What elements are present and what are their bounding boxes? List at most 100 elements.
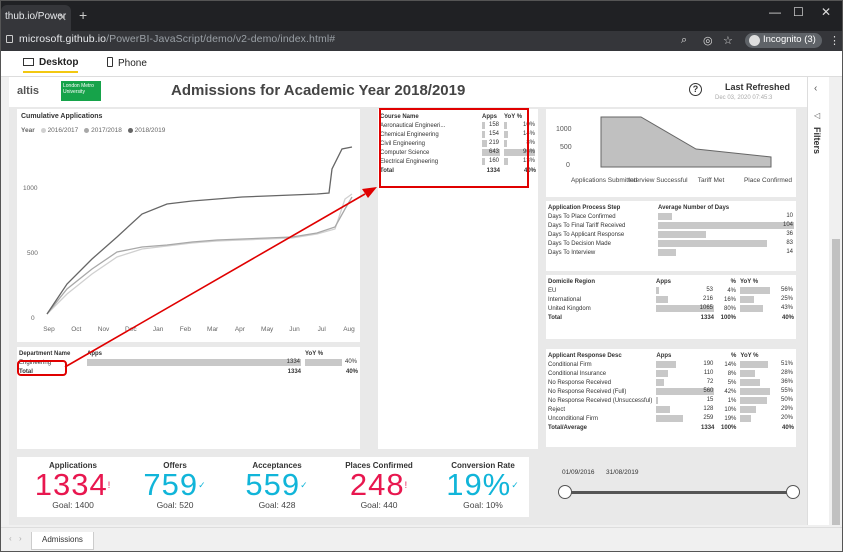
kpi-status-icon: ! bbox=[404, 480, 409, 490]
zoom-icon[interactable]: ⌕ bbox=[681, 34, 688, 46]
kpi-card[interactable]: Places Confirmed 248! Goal: 440 bbox=[331, 461, 427, 510]
col-header[interactable]: Apps bbox=[87, 351, 102, 357]
table-row[interactable]: United Kingdom 1065 80% 43% bbox=[548, 305, 793, 312]
col-header[interactable]: Apps bbox=[656, 279, 671, 285]
domicile-region-table[interactable]: Domicile Region Apps% YoY % EU 53 4% 56% Inter… bbox=[546, 275, 796, 339]
table-row[interactable]: No Response Received (Full) 560 42% 55% bbox=[548, 388, 793, 395]
maximize-icon[interactable]: ☐ bbox=[793, 5, 804, 19]
funnel-label: Place Confirmed bbox=[744, 177, 792, 184]
kpi-status-icon: ! bbox=[107, 480, 112, 490]
table-row[interactable]: Reject 128 10% 29% bbox=[548, 406, 793, 413]
filter-pane[interactable]: ‹ ◁ Filters bbox=[807, 77, 829, 525]
table-row[interactable]: International 216 16% 25% bbox=[548, 296, 793, 303]
slider-end-label: 31/08/2019 bbox=[606, 469, 639, 476]
next-sheet-icon[interactable]: › bbox=[19, 534, 22, 543]
report-header: altis London Metro University Admissions… bbox=[9, 77, 807, 107]
kpi-label: Conversion Rate bbox=[451, 461, 515, 470]
desktop-mode-tab[interactable]: Desktop bbox=[23, 57, 79, 73]
department-table[interactable]: Department Name Apps YoY % Engineering 1334… bbox=[17, 347, 360, 449]
col-header[interactable]: YoY % bbox=[305, 351, 324, 357]
kpi-value: 1334! bbox=[34, 467, 112, 502]
scrollbar-thumb[interactable] bbox=[832, 239, 840, 525]
series-2018-2019-line bbox=[46, 146, 353, 315]
table-row[interactable]: Conditional Firm 190 14% 51% bbox=[548, 361, 793, 368]
col-header[interactable]: YoY % bbox=[740, 279, 759, 285]
funnel-label: Interview Successful bbox=[628, 177, 688, 184]
col-header[interactable]: Apps bbox=[482, 114, 497, 120]
table-row[interactable]: Civil Engineering 219 8% bbox=[380, 140, 535, 147]
col-header[interactable]: Average Number of Days bbox=[658, 205, 730, 211]
table-row[interactable]: No Response Received 72 5% 36% bbox=[548, 379, 793, 386]
col-header[interactable]: Applicant Response Desc bbox=[548, 353, 622, 359]
address-bar[interactable]: microsoft.github.io/PowerBI-JavaScript/d… bbox=[1, 31, 842, 51]
filter-icon[interactable]: ◁ bbox=[814, 111, 821, 120]
col-header[interactable]: YoY % bbox=[504, 114, 523, 120]
x-tick: Dec bbox=[125, 326, 137, 333]
col-header[interactable]: Department Name bbox=[19, 351, 71, 357]
new-tab-icon[interactable]: + bbox=[79, 7, 88, 23]
incognito-badge[interactable]: Incognito (3) bbox=[745, 33, 822, 48]
help-icon[interactable]: ? bbox=[689, 83, 702, 96]
x-tick: Nov bbox=[98, 326, 110, 333]
menu-icon[interactable]: ⋮ bbox=[829, 35, 840, 47]
slider-track[interactable] bbox=[566, 491, 792, 494]
table-row[interactable]: Days To Decision Made 83 bbox=[548, 240, 793, 247]
funnel-area bbox=[600, 116, 772, 168]
kpi-card[interactable]: Applications 1334! Goal: 1400 bbox=[25, 461, 121, 510]
prev-sheet-icon[interactable]: ‹ bbox=[9, 534, 12, 543]
close-tab-icon[interactable]: ✕ bbox=[57, 12, 67, 24]
slider-end-handle[interactable] bbox=[786, 485, 800, 499]
table-row[interactable]: Days To Interview 14 bbox=[548, 249, 793, 256]
table-row[interactable]: Days To Place Confirmed 10 bbox=[548, 213, 793, 220]
kpi-status-icon: ✓ bbox=[300, 480, 309, 490]
x-tick: Aug bbox=[343, 326, 355, 333]
table-row[interactable]: EU 53 4% 56% bbox=[548, 287, 793, 294]
lock-icon[interactable] bbox=[6, 35, 13, 43]
col-header[interactable]: Course Name bbox=[380, 114, 419, 120]
browser-tab[interactable]: thub.io/Power ✕ bbox=[1, 5, 71, 31]
phone-mode-tab[interactable]: Phone bbox=[107, 57, 147, 69]
col-header[interactable]: % bbox=[730, 279, 736, 285]
page-title: Admissions for Academic Year 2018/2019 bbox=[171, 82, 466, 99]
course-table[interactable]: Course Name Apps YoY % Aeronautical Engine… bbox=[378, 109, 538, 449]
col-header[interactable]: YoY % bbox=[740, 353, 759, 359]
y-tick: 1000 bbox=[23, 185, 38, 192]
legend-marker bbox=[84, 127, 90, 133]
layout-mode-bar: Desktop Phone bbox=[1, 51, 842, 77]
date-range-slicer[interactable]: 01/09/2016 31/08/2019 bbox=[546, 457, 800, 517]
applicant-response-table[interactable]: Applicant Response Desc Apps% YoY % Condit… bbox=[546, 349, 796, 447]
cumulative-applications-chart[interactable]: Cumulative Applications Year 2016/2017 2… bbox=[17, 109, 360, 342]
url-text[interactable]: microsoft.github.io/PowerBI-JavaScript/d… bbox=[19, 33, 336, 45]
star-icon[interactable]: ☆ bbox=[723, 35, 733, 47]
table-row[interactable]: Days To Final Tariff Received 104 bbox=[548, 222, 794, 229]
kpi-card[interactable]: Acceptances 559✓ Goal: 428 bbox=[229, 461, 325, 510]
table-row[interactable]: Unconditional Firm 259 19% 20% bbox=[548, 415, 793, 422]
sheet-tab-admissions[interactable]: Admissions bbox=[31, 532, 94, 550]
collapse-chevron-icon[interactable]: ‹ bbox=[814, 83, 818, 94]
kpi-card[interactable]: Conversion Rate 19%✓ Goal: 10% bbox=[435, 461, 531, 510]
table-row[interactable]: Days To Applicant Response 36 bbox=[548, 231, 793, 238]
col-header[interactable]: % bbox=[731, 353, 737, 359]
kpi-card[interactable]: Offers 759✓ Goal: 520 bbox=[127, 461, 223, 510]
admissions-funnel-chart[interactable]: 1000 500 0 Applications Submitted Interv… bbox=[546, 109, 796, 197]
table-row[interactable]: Engineering 1334 40% bbox=[19, 359, 357, 366]
process-step-table[interactable]: Application Process Step Average Number o… bbox=[546, 201, 796, 271]
kpi-label: Acceptances bbox=[252, 461, 302, 470]
table-row[interactable]: No Response Received (Unsuccessful) 15 1% 5… bbox=[548, 397, 793, 404]
minimize-icon[interactable]: — bbox=[769, 5, 781, 19]
close-window-icon[interactable]: ✕ bbox=[821, 5, 832, 19]
filters-label[interactable]: Filters bbox=[812, 127, 822, 155]
col-header[interactable]: Domicile Region bbox=[548, 279, 596, 285]
slider-start-handle[interactable] bbox=[558, 485, 572, 499]
kpi-goal: Goal: 520 bbox=[156, 500, 194, 510]
funnel-label: Tariff Met bbox=[698, 177, 725, 184]
col-header[interactable]: Apps bbox=[656, 353, 672, 359]
series-2017-2018-line bbox=[46, 196, 353, 315]
vertical-scrollbar[interactable] bbox=[829, 77, 842, 527]
col-header[interactable]: Application Process Step bbox=[548, 205, 621, 211]
legend-marker bbox=[40, 127, 46, 133]
tracking-icon[interactable]: ◎ bbox=[703, 35, 713, 47]
department-name-engineering: Engineering bbox=[19, 359, 52, 366]
legend-item: 2017/2018 bbox=[91, 127, 122, 134]
table-row[interactable]: Conditional Insurance 110 8% 28% bbox=[548, 370, 793, 377]
